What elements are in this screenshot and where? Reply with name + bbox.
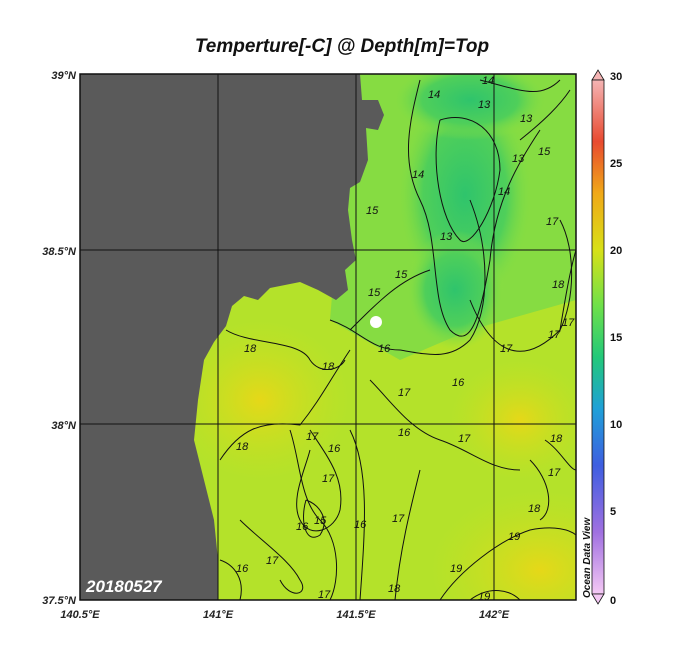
contour-label-group: 18 18 18 16 15 15 15 14 14 14 13 13 13 1… — [236, 75, 575, 603]
contour-label: 14 — [482, 75, 494, 87]
contour-19-b — [469, 590, 521, 600]
contour-label: 17 — [546, 216, 559, 228]
contour-label: 17 — [398, 387, 411, 399]
colorbar-tick-label: 30 — [610, 71, 622, 83]
plot-area — [80, 74, 576, 600]
colorbar: 30 25 20 15 10 5 0 — [591, 69, 622, 607]
contour-label: 15 — [538, 146, 551, 158]
contour-label: 14 — [428, 89, 440, 101]
contour-17-b — [369, 379, 521, 471]
contour-label: 17 — [548, 467, 561, 479]
contour-label: 16 — [452, 377, 465, 389]
contour-label: 18 — [552, 279, 565, 291]
colorbar-tick-label: 15 — [610, 332, 622, 344]
contour-13-north — [479, 79, 561, 93]
date-stamp: 20180527 — [85, 577, 163, 596]
colorbar-tick-label: 20 — [610, 245, 622, 257]
contour-label: 16 — [398, 427, 411, 439]
contour-label: 13 — [440, 231, 453, 243]
lat-tick-label: 39°N — [51, 70, 77, 82]
contour-17-c — [289, 429, 338, 600]
contour-label: 15 — [368, 287, 381, 299]
colorbar-tick-label: 5 — [610, 506, 616, 518]
contour-label: 17 — [548, 329, 561, 341]
contour-label: 18 — [388, 583, 401, 595]
contour-16 — [329, 199, 486, 355]
contour-label: 13 — [512, 153, 525, 165]
colorbar-scale — [591, 79, 605, 595]
contour-label: 18 — [322, 361, 335, 373]
contour-label: 17 — [322, 473, 335, 485]
contour-label: 16 — [328, 443, 341, 455]
contour-label: 17 — [562, 317, 575, 329]
colorbar-top-arrow — [591, 69, 605, 81]
colorbar-tick-label: 10 — [610, 419, 622, 431]
contour-15 — [349, 269, 431, 331]
contour-label: 18 — [550, 433, 563, 445]
contour-label: 16 — [236, 563, 249, 575]
contour-18-d — [529, 459, 550, 521]
contour-label: 17 — [500, 343, 513, 355]
contour-19 — [439, 527, 576, 600]
contour-label: 17 — [318, 589, 331, 601]
contour-label: 18 — [236, 441, 249, 453]
contour-label: 16 — [354, 519, 367, 531]
contour-label: 15 — [314, 515, 327, 527]
contour-label: 14 — [498, 186, 510, 198]
cool-water-zone-south — [405, 230, 505, 350]
contour-12 — [519, 89, 571, 141]
contour-label: 19 — [478, 591, 490, 603]
island — [370, 316, 382, 328]
contour-label: 18 — [244, 343, 257, 355]
lon-tick-label: 140.5°E — [60, 609, 100, 621]
odv-watermark: Ocean Data View — [582, 517, 593, 598]
warm-zone-southeast — [430, 490, 576, 600]
colorbar-bottom-arrow — [591, 593, 605, 605]
contour-label: 19 — [508, 531, 520, 543]
warm-zone-west — [170, 320, 350, 480]
lat-tick-label: 37.5°N — [42, 595, 77, 607]
contour-label: 13 — [520, 113, 533, 125]
colorbar-tick-label: 25 — [610, 158, 622, 170]
contour-label: 17 — [458, 433, 471, 445]
contour-18-b — [219, 349, 351, 461]
contour-17-e — [544, 439, 576, 471]
lat-tick-label: 38°N — [51, 420, 77, 432]
lat-tick-label: 38.5°N — [42, 246, 77, 258]
lon-tick-label: 141°E — [203, 609, 234, 621]
contour-15-b — [303, 499, 325, 538]
contour-lines — [219, 79, 576, 600]
cool-water-zone-north — [390, 74, 550, 140]
lon-tick-label: 141.5°E — [336, 609, 376, 621]
lon-tick-label: 142°E — [479, 609, 510, 621]
contour-label: 15 — [366, 205, 379, 217]
contour-13 — [435, 116, 501, 243]
contour-label: 16 — [296, 521, 309, 533]
map-title: Temperture[-C] @ Depth[m]=Top — [194, 36, 490, 57]
plot-frame — [79, 73, 577, 601]
graticule — [80, 74, 576, 600]
colorbar-tick-label: 0 — [610, 595, 616, 607]
contour-14 — [407, 79, 541, 337]
contour-label: 19 — [450, 563, 462, 575]
contour-17 — [469, 219, 573, 352]
contour-label: 17 — [306, 431, 319, 443]
contour-17-d — [239, 519, 303, 594]
contour-label: 17 — [392, 513, 405, 525]
contour-label: 14 — [412, 169, 424, 181]
contour-16-d — [219, 559, 242, 600]
contour-label: 16 — [378, 343, 391, 355]
contour-16-b — [296, 429, 342, 532]
contour-18-c — [394, 469, 421, 600]
contour-label: 17 — [266, 555, 279, 567]
land-mass — [80, 74, 384, 600]
contour-label: 15 — [395, 269, 408, 281]
contour-17-f — [559, 249, 576, 331]
warm-zone-east — [450, 360, 576, 480]
contour-label: 13 — [478, 99, 491, 111]
contour-18 — [225, 329, 346, 370]
contour-label: 18 — [528, 503, 541, 515]
